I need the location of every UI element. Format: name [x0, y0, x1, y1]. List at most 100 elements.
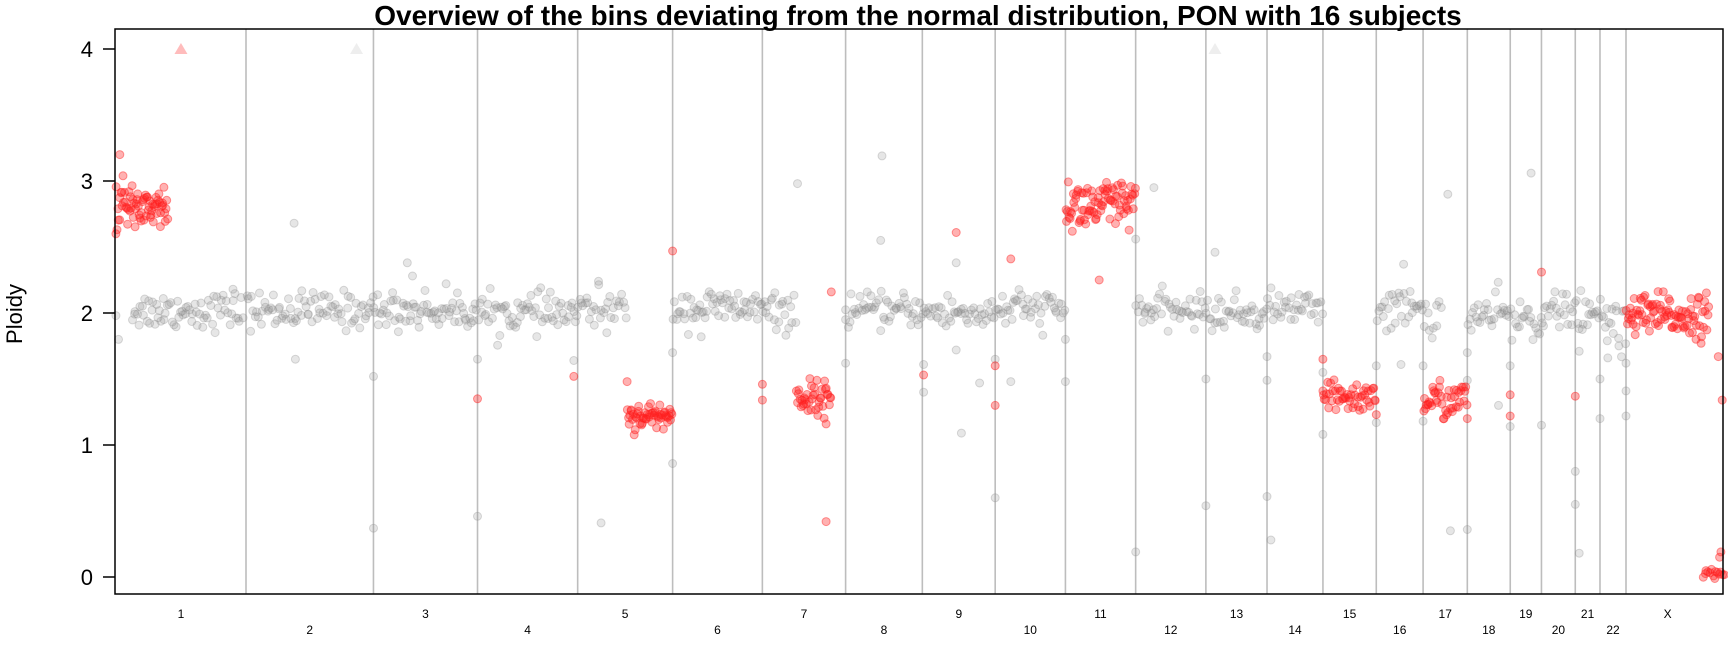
normal-bin-point [1210, 247, 1220, 257]
normal-bin-point [360, 314, 370, 324]
normal-bin-point [953, 307, 962, 317]
normal-bin-point [375, 308, 385, 318]
normal-bin-point [246, 326, 256, 336]
deviating-bin-point [1665, 296, 1675, 306]
deviating-bin-point [1459, 396, 1469, 406]
normal-bin-point [1160, 296, 1170, 306]
normal-bin-point [1597, 311, 1607, 321]
deviating-bin-point [824, 400, 834, 410]
deviating-bin-point [160, 216, 170, 226]
deviating-bin-point [1662, 311, 1672, 321]
normal-bin-point [457, 302, 467, 312]
deviating-bin-point [1432, 398, 1442, 407]
normal-bin-point [167, 317, 177, 327]
deviating-bin-point [1334, 396, 1344, 406]
deviating-bin-point [1684, 314, 1694, 324]
deviating-bin-point [125, 192, 135, 202]
normal-bin-point [789, 290, 799, 300]
normal-bin-point [508, 320, 518, 330]
normal-bin-point [1589, 309, 1599, 319]
normal-bin-point [1171, 297, 1181, 307]
normal-bin-point [698, 307, 708, 317]
normal-bin-point [153, 313, 163, 323]
deviating-bin-point [1332, 395, 1342, 405]
deviating-bin-point [1626, 315, 1636, 325]
deviating-bin-point [1348, 384, 1358, 394]
deviating-bin-point [1323, 377, 1333, 387]
normal-bin-point [275, 302, 284, 312]
chromosome-label: 5 [622, 607, 629, 621]
normal-bin-point [399, 301, 409, 311]
deviating-bin-point [1319, 390, 1328, 400]
deviating-bin-point [757, 379, 767, 389]
deviating-bin-point [1338, 394, 1348, 404]
normal-bin-point [1259, 313, 1269, 323]
deviating-bin-point [628, 414, 637, 424]
normal-bin-point [281, 314, 291, 324]
normal-bin-point [877, 151, 887, 161]
normal-bin-point [1010, 294, 1019, 304]
normal-bin-point [381, 320, 391, 330]
normal-bin-point [405, 316, 415, 326]
deviating-bin-point [642, 410, 652, 420]
normal-bin-point [934, 302, 944, 312]
deviating-bin-point [1690, 312, 1700, 321]
deviating-bin-point [807, 381, 816, 391]
normal-bin-point [388, 296, 398, 305]
normal-bin-point [1550, 287, 1560, 297]
normal-bin-point [1418, 416, 1428, 426]
normal-bin-point [1374, 306, 1384, 316]
normal-bin-point [575, 294, 585, 304]
normal-bin-point [1313, 317, 1323, 327]
deviating-bin-point [1629, 294, 1639, 303]
deviating-bin-point [663, 417, 672, 427]
normal-bin-point [521, 305, 531, 315]
normal-bin-point [234, 316, 244, 326]
normal-bin-point [1499, 305, 1509, 315]
normal-bin-point [1219, 316, 1228, 326]
chromosome-label: 12 [1164, 623, 1178, 637]
normal-bin-point [485, 284, 495, 293]
normal-bin-point [928, 304, 938, 314]
deviating-bin-point [821, 517, 831, 527]
normal-bin-point [1595, 414, 1605, 424]
normal-bin-point [1487, 321, 1497, 331]
normal-bin-point [1427, 333, 1437, 343]
normal-bin-point [913, 320, 923, 330]
normal-bin-point [1526, 313, 1536, 322]
normal-bin-point [470, 299, 480, 309]
deviating-bin-point [163, 214, 173, 224]
deviating-bin-point [1328, 386, 1338, 396]
normal-bin-point [1604, 318, 1614, 327]
normal-bin-point [693, 306, 703, 315]
deviating-bin-point [919, 370, 929, 380]
deviating-bin-point [638, 413, 648, 423]
deviating-bin-point [1126, 182, 1136, 191]
normal-bin-point [841, 358, 851, 368]
deviating-bin-point [1075, 216, 1085, 226]
normal-bin-point [411, 302, 421, 312]
normal-bin-point [1023, 294, 1033, 304]
normal-bin-point [1020, 304, 1030, 314]
normal-bin-point [297, 286, 307, 296]
deviating-bin-point [649, 410, 659, 420]
normal-bin-point [1412, 301, 1421, 311]
deviating-bin-point [1069, 197, 1079, 207]
normal-bin-point [284, 294, 293, 304]
normal-bin-point [1246, 307, 1256, 317]
deviating-bin-point [1094, 275, 1104, 285]
normal-bin-point [1311, 298, 1321, 308]
normal-bin-point [280, 309, 290, 319]
normal-bin-point [1215, 317, 1225, 327]
normal-bin-point [487, 313, 497, 323]
normal-bin-point [1276, 312, 1286, 322]
normal-bin-point [561, 317, 571, 327]
normal-bin-point [227, 309, 237, 319]
normal-bin-point [1304, 290, 1314, 300]
normal-bin-point [947, 297, 957, 307]
normal-bin-point [1262, 375, 1272, 385]
deviating-bin-point [1700, 297, 1710, 307]
deviating-bin-point [1652, 318, 1662, 327]
deviating-bin-point [800, 395, 810, 404]
deviating-bin-point [1636, 295, 1646, 305]
